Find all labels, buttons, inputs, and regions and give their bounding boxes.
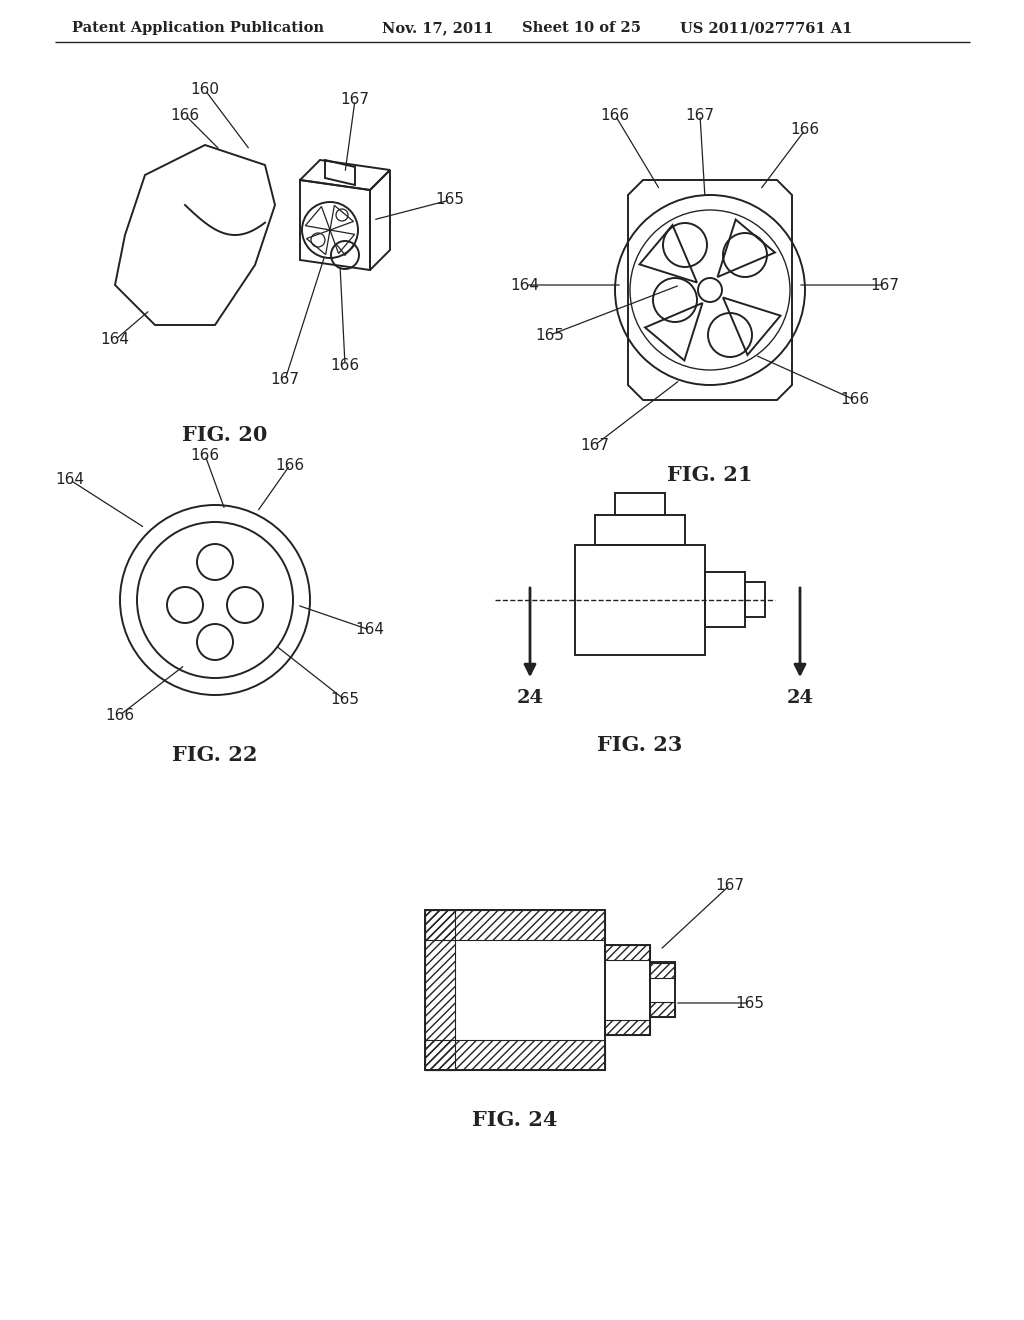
Text: Patent Application Publication: Patent Application Publication: [72, 21, 324, 36]
Text: 164: 164: [100, 333, 129, 347]
Text: US 2011/0277761 A1: US 2011/0277761 A1: [680, 21, 852, 36]
Text: 160: 160: [190, 82, 219, 98]
Text: 166: 166: [170, 107, 200, 123]
Text: 164: 164: [511, 277, 540, 293]
Text: FIG. 21: FIG. 21: [668, 465, 753, 484]
Bar: [705, 572, 745, 627]
Text: 24: 24: [516, 689, 544, 708]
Text: 166: 166: [190, 447, 219, 462]
Text: 164: 164: [55, 473, 85, 487]
Text: 165: 165: [536, 327, 564, 342]
Text: 166: 166: [275, 458, 304, 473]
Text: 167: 167: [341, 92, 370, 107]
Text: FIG. 24: FIG. 24: [472, 1110, 558, 1130]
Bar: [615, 492, 665, 515]
Bar: [605, 945, 650, 1035]
Bar: [425, 909, 455, 1071]
Bar: [650, 964, 675, 978]
Text: 165: 165: [435, 193, 465, 207]
Bar: [425, 909, 605, 1071]
Text: 166: 166: [841, 392, 869, 408]
Text: 166: 166: [331, 358, 359, 372]
Text: 166: 166: [105, 708, 134, 722]
Bar: [650, 1002, 675, 1016]
Bar: [575, 545, 705, 655]
Text: FIG. 23: FIG. 23: [597, 735, 683, 755]
Text: 167: 167: [716, 878, 744, 892]
Bar: [650, 962, 675, 1016]
Bar: [595, 515, 685, 545]
Text: Nov. 17, 2011: Nov. 17, 2011: [382, 21, 494, 36]
Text: 167: 167: [685, 107, 715, 123]
Text: 166: 166: [791, 123, 819, 137]
Text: 24: 24: [786, 689, 813, 708]
Bar: [425, 1040, 605, 1071]
Text: 167: 167: [870, 277, 899, 293]
Bar: [605, 1020, 650, 1035]
Bar: [745, 582, 765, 616]
Text: 167: 167: [581, 437, 609, 453]
Text: 164: 164: [355, 623, 384, 638]
Text: FIG. 22: FIG. 22: [172, 744, 258, 766]
Text: 166: 166: [600, 107, 630, 123]
Bar: [425, 909, 605, 940]
Text: FIG. 20: FIG. 20: [182, 425, 267, 445]
Text: 165: 165: [735, 995, 765, 1011]
Text: 165: 165: [331, 693, 359, 708]
Bar: [605, 945, 650, 960]
Text: 167: 167: [270, 372, 299, 388]
Text: Sheet 10 of 25: Sheet 10 of 25: [522, 21, 641, 36]
